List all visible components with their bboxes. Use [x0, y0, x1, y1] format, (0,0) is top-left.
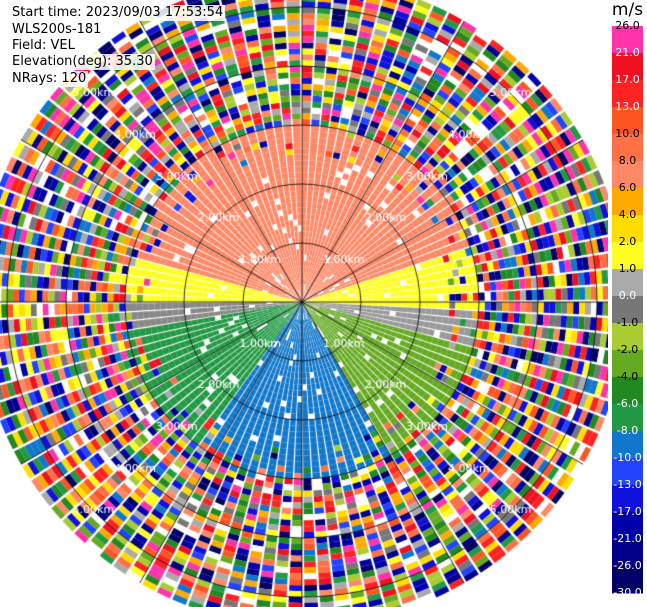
colorbar-tick-label: -17.0: [613, 505, 642, 518]
colorbar-swatch: [612, 404, 643, 432]
colorbar-swatch: [612, 215, 643, 243]
colorbar-scale: [612, 26, 643, 594]
colorbar-tick-label: 2.0: [618, 235, 637, 248]
start-time-label: Start time: 2023/09/03 17:53:54: [10, 5, 226, 21]
colorbar-swatch: [612, 350, 643, 378]
colorbar-swatch: [612, 296, 643, 324]
colorbar-tick-label: -13.0: [613, 478, 642, 491]
colorbar-swatch: [612, 485, 643, 513]
field-label: Field: VEL: [10, 38, 77, 54]
elevation-label: Elevation(deg): 35.30: [10, 54, 155, 70]
colorbar-swatch: [612, 107, 643, 135]
colorbar-swatch: [612, 323, 643, 351]
colorbar-swatch: [612, 80, 643, 108]
colorbar-tick-label: 10.0: [615, 127, 640, 140]
colorbar-swatch: [612, 53, 643, 81]
colorbar-swatch: [612, 458, 643, 486]
colorbar-tick-label: -1.0: [616, 316, 639, 329]
colorbar-tick-label: -4.0: [616, 370, 639, 383]
colorbar-swatch: [612, 26, 643, 54]
colorbar-swatch: [612, 431, 643, 459]
ppi-velocity-plot: [0, 0, 608, 607]
colorbar-swatch: [612, 539, 643, 567]
colorbar-tick-label: 1.0: [618, 262, 637, 275]
colorbar-tick-label: -26.0: [613, 559, 642, 572]
colorbar-tick-label: 13.0: [615, 100, 640, 113]
colorbar-tick-label: 26.0: [615, 19, 640, 32]
nrays-label: NRays: 120: [10, 71, 89, 87]
colorbar-tick-label: 21.0: [615, 46, 640, 59]
colorbar-tick-label: -8.0: [616, 424, 639, 437]
colorbar-swatch: [612, 512, 643, 540]
colorbar-swatch: [612, 242, 643, 270]
colorbar-tick-label: 8.0: [618, 154, 637, 167]
colorbar-tick-label: -21.0: [613, 532, 642, 545]
colorbar-swatch: [612, 134, 643, 162]
colorbar-tick-label: 4.0: [618, 208, 637, 221]
colorbar-tick-label: 17.0: [615, 73, 640, 86]
colorbar-tick-label: -6.0: [616, 397, 639, 410]
colorbar-tick-label: 6.0: [618, 181, 637, 194]
colorbar-swatch: [612, 377, 643, 405]
colorbar-swatch: [612, 188, 643, 216]
colorbar-tick-label: -2.0: [616, 343, 639, 356]
instrument-label: WLS200s-181: [10, 22, 104, 38]
colorbar-swatch: [612, 161, 643, 189]
colorbar-swatch: [612, 566, 643, 594]
colorbar: m/s 26.0 21.0 17.0 13.0 10.0 8.0 6.0 4.0 2.0 1.0 0…: [608, 0, 647, 607]
colorbar-unit: m/s: [611, 0, 644, 20]
colorbar-tick-label: -30.0: [613, 586, 642, 599]
colorbar-tick-label: 0.0: [618, 289, 637, 302]
colorbar-swatch: [612, 269, 643, 297]
colorbar-tick-label: -10.0: [613, 451, 642, 464]
